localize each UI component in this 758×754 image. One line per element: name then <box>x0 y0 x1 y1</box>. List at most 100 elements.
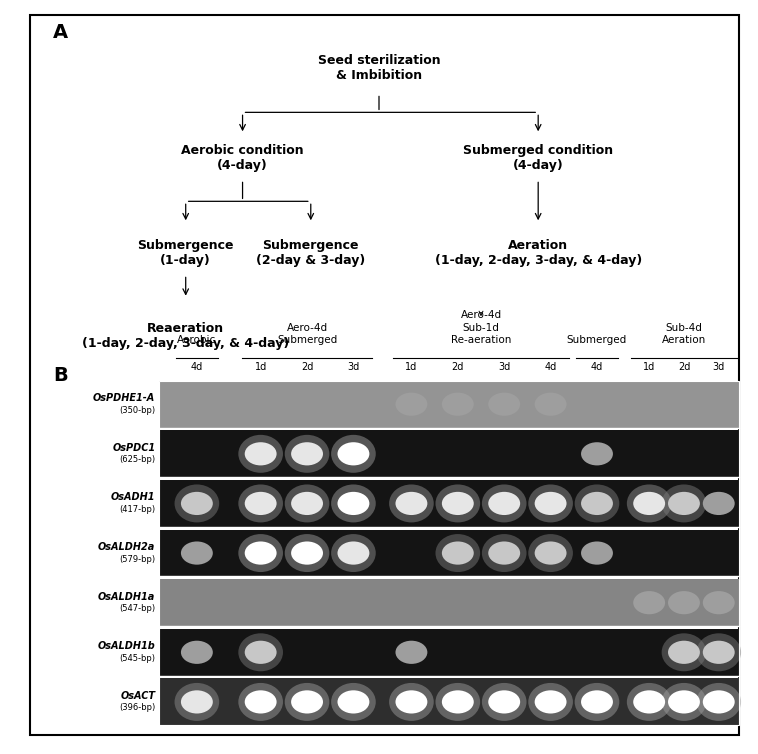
Bar <box>159 381 739 725</box>
Ellipse shape <box>238 485 283 523</box>
Text: Submerged: Submerged <box>277 335 337 345</box>
Ellipse shape <box>442 691 474 713</box>
Text: (417-bp): (417-bp) <box>119 505 155 514</box>
Ellipse shape <box>482 534 527 572</box>
Bar <box>159 381 739 428</box>
Ellipse shape <box>174 683 219 721</box>
Text: 2d: 2d <box>452 362 464 372</box>
Text: Aerobic condition
(4-day): Aerobic condition (4-day) <box>181 144 304 173</box>
Text: 2d: 2d <box>678 362 690 372</box>
Ellipse shape <box>245 443 277 465</box>
Ellipse shape <box>181 691 213 713</box>
Ellipse shape <box>627 485 672 523</box>
Ellipse shape <box>337 492 369 515</box>
Ellipse shape <box>668 492 700 515</box>
Ellipse shape <box>291 541 323 565</box>
Text: Submergence
(2-day & 3-day): Submergence (2-day & 3-day) <box>256 238 365 267</box>
Ellipse shape <box>534 492 566 515</box>
Ellipse shape <box>482 485 527 523</box>
Ellipse shape <box>337 541 369 565</box>
Text: Sub-4d: Sub-4d <box>666 323 703 333</box>
Text: OsACT: OsACT <box>121 691 155 701</box>
Ellipse shape <box>528 534 573 572</box>
Ellipse shape <box>488 393 520 415</box>
Text: (547-bp): (547-bp) <box>119 604 155 613</box>
Text: 1d: 1d <box>255 362 267 372</box>
Ellipse shape <box>238 435 283 473</box>
Text: A: A <box>53 23 68 41</box>
Text: Aerobic: Aerobic <box>177 335 217 345</box>
Text: Aero-4d: Aero-4d <box>287 323 327 333</box>
Ellipse shape <box>331 485 376 523</box>
Text: (579-bp): (579-bp) <box>119 555 155 563</box>
Ellipse shape <box>633 492 665 515</box>
Ellipse shape <box>633 591 665 615</box>
Text: Aeration: Aeration <box>662 335 706 345</box>
Ellipse shape <box>331 435 376 473</box>
Ellipse shape <box>181 641 213 664</box>
Ellipse shape <box>291 443 323 465</box>
Ellipse shape <box>285 435 330 473</box>
Ellipse shape <box>703 691 735 713</box>
Ellipse shape <box>285 683 330 721</box>
Ellipse shape <box>581 691 613 713</box>
Text: 1d: 1d <box>406 362 418 372</box>
Ellipse shape <box>534 393 566 415</box>
Ellipse shape <box>488 541 520 565</box>
Ellipse shape <box>245 691 277 713</box>
Ellipse shape <box>396 691 428 713</box>
Ellipse shape <box>488 492 520 515</box>
Ellipse shape <box>181 492 213 515</box>
Ellipse shape <box>662 683 706 721</box>
Ellipse shape <box>668 641 700 664</box>
Text: 1d: 1d <box>643 362 656 372</box>
Ellipse shape <box>697 683 741 721</box>
Ellipse shape <box>436 683 480 721</box>
Bar <box>159 431 739 477</box>
Ellipse shape <box>245 492 277 515</box>
Bar <box>159 480 739 527</box>
Bar <box>159 629 739 676</box>
Bar <box>159 679 739 725</box>
Ellipse shape <box>396 492 428 515</box>
Ellipse shape <box>581 492 613 515</box>
Text: (396-bp): (396-bp) <box>119 703 155 713</box>
Ellipse shape <box>703 492 735 515</box>
Ellipse shape <box>633 691 665 713</box>
Text: OsPDC1: OsPDC1 <box>112 443 155 453</box>
Ellipse shape <box>528 683 573 721</box>
Ellipse shape <box>331 534 376 572</box>
Ellipse shape <box>442 541 474 565</box>
Ellipse shape <box>238 683 283 721</box>
Ellipse shape <box>627 683 672 721</box>
Ellipse shape <box>245 641 277 664</box>
Ellipse shape <box>442 393 474 415</box>
Ellipse shape <box>534 541 566 565</box>
Text: OsALDH1a: OsALDH1a <box>98 592 155 602</box>
Text: OsADH1: OsADH1 <box>111 492 155 502</box>
Ellipse shape <box>668 691 700 713</box>
Text: OsALDH2a: OsALDH2a <box>98 542 155 552</box>
Text: 4d: 4d <box>590 362 603 372</box>
Ellipse shape <box>238 633 283 671</box>
Text: Sub-1d: Sub-1d <box>462 323 500 333</box>
Ellipse shape <box>389 683 434 721</box>
Text: OsALDH1b: OsALDH1b <box>98 641 155 651</box>
Text: (350-bp): (350-bp) <box>119 406 155 415</box>
Ellipse shape <box>703 641 735 664</box>
Ellipse shape <box>238 534 283 572</box>
Text: 4d: 4d <box>544 362 556 372</box>
Ellipse shape <box>488 691 520 713</box>
Ellipse shape <box>285 534 330 572</box>
Ellipse shape <box>396 393 428 415</box>
Ellipse shape <box>662 633 706 671</box>
Text: Aeration
(1-day, 2-day, 3-day, & 4-day): Aeration (1-day, 2-day, 3-day, & 4-day) <box>434 238 642 267</box>
Text: Re-aeration: Re-aeration <box>451 335 511 345</box>
Ellipse shape <box>442 492 474 515</box>
Ellipse shape <box>528 485 573 523</box>
Ellipse shape <box>575 683 619 721</box>
Ellipse shape <box>436 485 480 523</box>
Ellipse shape <box>575 485 619 523</box>
Ellipse shape <box>436 534 480 572</box>
Text: Submerged: Submerged <box>567 335 627 345</box>
